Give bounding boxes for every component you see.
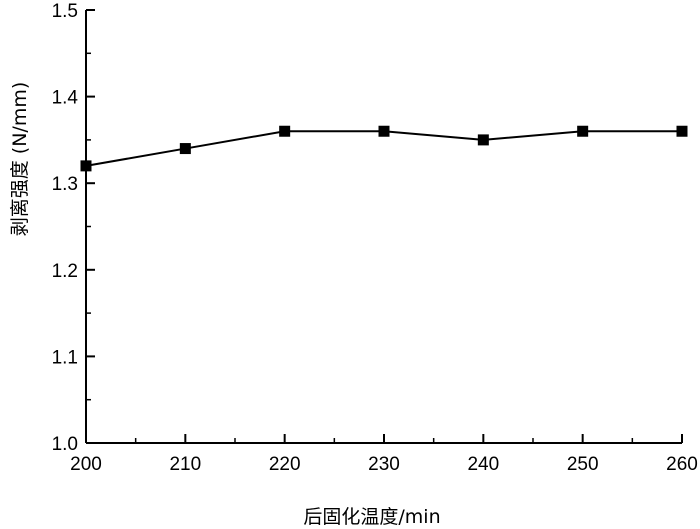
y-tick-label: 1.0 bbox=[52, 434, 78, 455]
y-tick-label: 1.3 bbox=[52, 174, 78, 195]
data-point bbox=[477, 134, 489, 146]
x-tick-label: 250 bbox=[567, 454, 599, 475]
x-tick-label: 260 bbox=[666, 454, 698, 475]
data-point bbox=[676, 125, 688, 137]
data-point bbox=[378, 125, 390, 137]
series bbox=[80, 125, 688, 172]
data-point bbox=[179, 143, 191, 155]
ticks: 200 210 220 230 240 250 260 1.0 1.1 1.2 1.3 1.4 1.5 bbox=[52, 1, 698, 475]
x-tick-label: 220 bbox=[269, 454, 301, 475]
y-axis-title: 剥离强度 (N/mm) bbox=[9, 82, 31, 237]
data-point bbox=[577, 125, 589, 137]
data-point bbox=[279, 125, 291, 137]
x-axis-title: 后固化温度/min bbox=[303, 506, 440, 528]
data-point bbox=[80, 160, 92, 172]
y-tick-label: 1.2 bbox=[52, 261, 78, 282]
y-tick-label: 1.4 bbox=[52, 88, 79, 109]
y-tick-label: 1.5 bbox=[52, 1, 78, 22]
x-tick-label: 200 bbox=[70, 454, 102, 475]
x-tick-label: 210 bbox=[169, 454, 201, 475]
x-tick-label: 230 bbox=[368, 454, 400, 475]
x-tick-label: 240 bbox=[467, 454, 499, 475]
axes bbox=[85, 10, 682, 444]
y-tick-label: 1.1 bbox=[52, 347, 78, 368]
